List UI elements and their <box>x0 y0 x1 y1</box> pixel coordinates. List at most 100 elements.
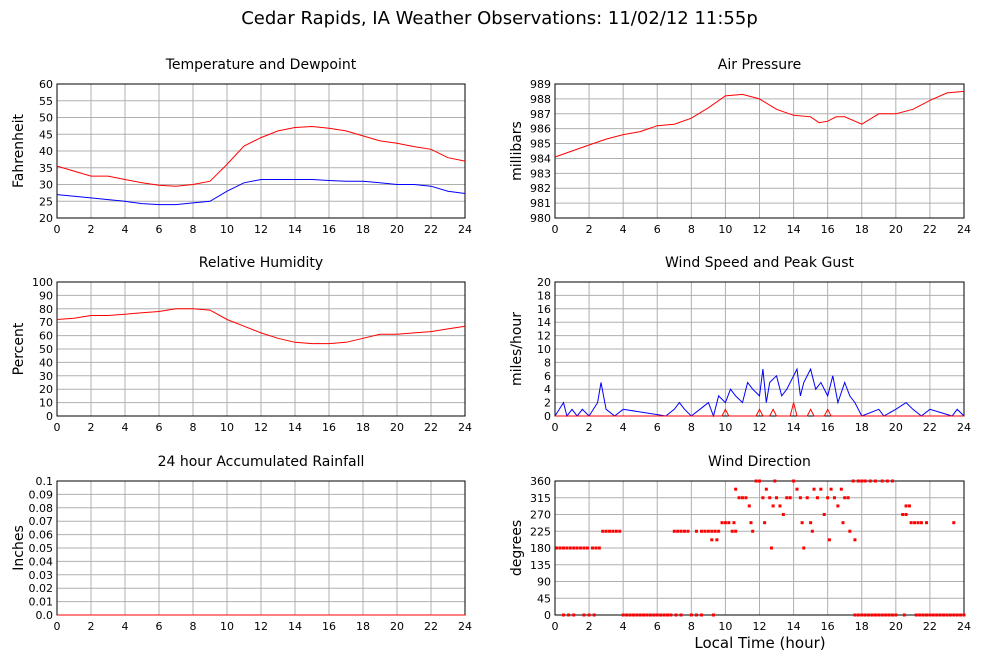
scatter-point <box>585 546 589 550</box>
x-tick-label: 8 <box>688 421 695 434</box>
x-tick-label: 24 <box>458 620 472 633</box>
x-tick-label: 16 <box>322 223 336 236</box>
y-tick-label: 0.01 <box>29 596 54 609</box>
y-tick-label: 70 <box>39 316 53 329</box>
scatter-point <box>836 504 840 508</box>
scatter-point <box>628 613 632 617</box>
scatter-point <box>694 529 698 533</box>
y-axis-label: Inches <box>11 525 27 570</box>
x-tick-label: 20 <box>889 421 903 434</box>
x-tick-label: 22 <box>424 223 438 236</box>
scatter-point <box>901 513 905 516</box>
scatter-point <box>955 613 959 617</box>
scatter-point <box>773 479 777 483</box>
scatter-point <box>809 521 813 525</box>
y-tick-label: 983 <box>530 167 551 180</box>
scatter-point <box>873 479 877 483</box>
scatter-point <box>805 496 809 500</box>
scatter-point <box>575 546 579 550</box>
x-tick-label: 20 <box>390 421 404 434</box>
x-tick-label: 22 <box>923 421 937 434</box>
y-tick-label: 60 <box>39 330 53 343</box>
x-tick-label: 0 <box>54 421 61 434</box>
y-tick-label: 20 <box>39 383 53 396</box>
x-tick-label: 14 <box>787 223 801 236</box>
scatter-point <box>751 529 755 533</box>
scatter-point <box>590 546 594 550</box>
scatter-point <box>860 613 864 617</box>
scatter-point <box>723 521 727 525</box>
x-tick-label: 12 <box>753 421 767 434</box>
x-tick-label: 24 <box>458 223 472 236</box>
y-tick-label: 50 <box>39 112 53 125</box>
scatter-point <box>744 496 748 500</box>
scatter-point <box>572 546 576 550</box>
y-tick-label: 0.1 <box>36 475 54 488</box>
scatter-point <box>562 546 566 550</box>
x-tick-label: 8 <box>688 223 695 236</box>
y-tick-label: 10 <box>39 397 53 410</box>
series-line-1 <box>56 179 466 206</box>
scatter-point <box>597 546 601 550</box>
scatter-point <box>877 613 881 617</box>
scatter-point <box>611 529 615 533</box>
scatter-point <box>856 479 860 483</box>
plot-frame <box>554 281 965 417</box>
scatter-point <box>778 504 782 508</box>
scatter-point <box>848 529 852 533</box>
x-tick-label: 4 <box>122 620 129 633</box>
scatter-point <box>942 613 946 617</box>
x-tick-label: 2 <box>88 223 95 236</box>
y-tick-label: 986 <box>530 123 551 136</box>
x-tick-label: 24 <box>458 421 472 434</box>
x-tick-label: 16 <box>821 223 835 236</box>
page-title: Cedar Rapids, IA Weather Observations: 1… <box>241 8 758 29</box>
y-tick-label: 80 <box>39 303 53 316</box>
y-tick-label: 35 <box>39 162 53 175</box>
y-tick-label: 90 <box>39 289 53 302</box>
scatter-point <box>686 529 690 533</box>
y-tick-label: 982 <box>530 182 551 195</box>
y-tick-label: 40 <box>39 145 53 158</box>
x-tick-label: 0 <box>552 421 559 434</box>
x-tick-label: 10 <box>718 223 732 236</box>
y-tick-label: 0.07 <box>29 515 54 528</box>
scatter-point <box>689 613 693 617</box>
scatter-point <box>771 504 775 508</box>
scatter-point <box>710 538 714 542</box>
x-tick-label: 4 <box>620 223 627 236</box>
chart-title: Temperature and Dewpoint <box>165 57 357 73</box>
y-tick-label: 45 <box>537 592 551 605</box>
scatter-point <box>863 613 867 617</box>
scatter-point <box>761 496 765 500</box>
scatter-point <box>800 521 804 525</box>
scatter-point <box>863 479 867 483</box>
scatter-point <box>683 529 687 533</box>
scatter-point <box>608 529 612 533</box>
x-tick-label: 18 <box>356 421 370 434</box>
scatter-point <box>788 496 792 500</box>
scatter-point <box>887 613 891 617</box>
x-tick-label: 6 <box>156 223 163 236</box>
x-tick-label: 22 <box>923 620 937 633</box>
plot-frame <box>56 83 466 219</box>
scatter-point <box>832 496 836 500</box>
scatter-point <box>925 613 929 617</box>
chart-title: 24 hour Accumulated Rainfall <box>158 454 365 470</box>
scatter-point <box>880 479 884 483</box>
scatter-point <box>904 504 908 508</box>
x-tick-label: 22 <box>424 421 438 434</box>
y-tick-label: 981 <box>530 197 551 210</box>
x-tick-label: 6 <box>156 620 163 633</box>
scatter-point <box>659 613 663 617</box>
x-tick-label: 6 <box>156 421 163 434</box>
y-tick-label: 55 <box>39 95 53 108</box>
scatter-point <box>648 613 652 617</box>
scatter-point <box>935 613 939 617</box>
x-tick-label: 22 <box>424 620 438 633</box>
x-tick-label: 18 <box>855 620 869 633</box>
scatter-point <box>827 538 831 542</box>
scatter-point <box>962 613 966 617</box>
y-axis-label: Fahrenheit <box>11 113 27 188</box>
